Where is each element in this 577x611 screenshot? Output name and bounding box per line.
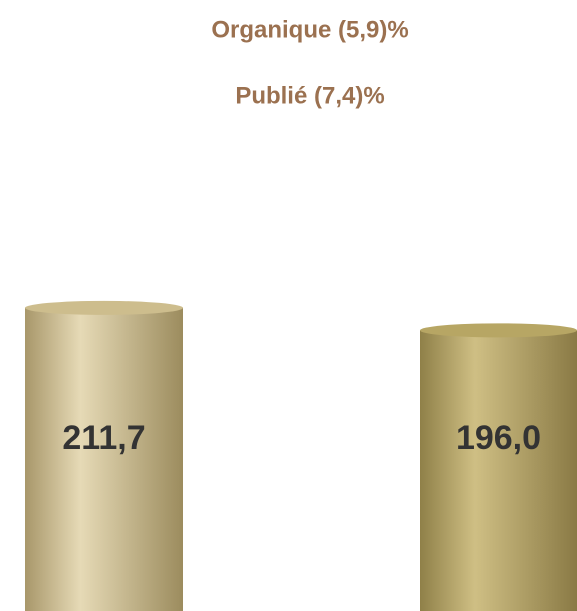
- chart-subtitle: Publié (7,4)%: [235, 82, 384, 109]
- bar: [420, 323, 577, 611]
- value-label: 196,0: [456, 419, 541, 457]
- chart-title: Organique (5,9)%: [211, 16, 408, 43]
- bar: [25, 300, 183, 611]
- value-label: 211,7: [62, 419, 145, 457]
